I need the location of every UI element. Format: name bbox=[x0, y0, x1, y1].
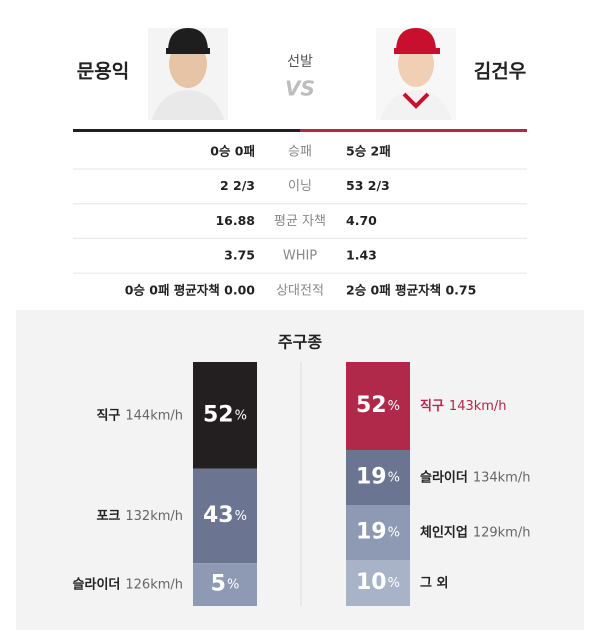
right-photo bbox=[376, 28, 456, 120]
start-label: 선발 bbox=[287, 54, 313, 70]
pitch-label: 그 외 bbox=[420, 575, 448, 591]
left-stat: 0승 0패 평균자책 0.00 bbox=[125, 282, 256, 297]
percent-value: 19 bbox=[356, 520, 387, 545]
percent-value: 5 bbox=[211, 572, 226, 597]
pitch-label: 슬라이더 126km/h bbox=[73, 576, 183, 592]
pitch-name: 슬라이더 bbox=[420, 469, 468, 485]
percent-value: 10 bbox=[356, 570, 387, 595]
left-stat: 0승 0패 bbox=[210, 144, 255, 159]
percent-unit: % bbox=[235, 508, 247, 523]
left-stat: 16.88 bbox=[215, 213, 255, 228]
pitch-bar bbox=[193, 362, 257, 469]
percent-value: 43 bbox=[203, 503, 234, 528]
pitch-label: 체인지업 129km/h bbox=[420, 524, 530, 540]
pitch-speed: 144km/h bbox=[125, 408, 183, 423]
right-pitcher: 김건우 bbox=[474, 61, 526, 83]
pitch-speed: 143km/h bbox=[449, 399, 507, 414]
stat-label: WHIP bbox=[283, 249, 317, 264]
pitch-speed: 134km/h bbox=[473, 470, 531, 485]
pitch-name: 체인지업 bbox=[420, 524, 468, 540]
left-photo bbox=[148, 28, 228, 120]
pitch-percent: 52% bbox=[356, 393, 400, 418]
pitch-bar bbox=[346, 560, 410, 606]
left-pitcher: 문용익 bbox=[77, 61, 129, 83]
percent-value: 19 bbox=[356, 465, 387, 490]
stat-label: 이닝 bbox=[288, 179, 312, 194]
pitch-percent: 43% bbox=[203, 503, 247, 528]
stat-label: 평균 자책 bbox=[274, 214, 326, 229]
left-stat: 3.75 bbox=[224, 248, 255, 263]
stat-label: 상대전적 bbox=[276, 283, 324, 298]
pitch-bar bbox=[193, 468, 257, 564]
percent-unit: % bbox=[388, 576, 400, 591]
right-stat: 4.70 bbox=[346, 213, 377, 228]
stat-label: 승패 bbox=[288, 145, 312, 160]
pitch-bar bbox=[346, 505, 410, 560]
pitch-speed: 132km/h bbox=[125, 508, 183, 523]
pitch-name: 직구 bbox=[420, 398, 444, 414]
pitch-bar bbox=[346, 362, 410, 450]
left-divider bbox=[73, 129, 300, 132]
right-stat: 1.43 bbox=[346, 248, 377, 263]
pitch-percent: 19% bbox=[356, 520, 400, 545]
pitch-label: 직구 143km/h bbox=[420, 398, 507, 414]
pitch-name: 그 외 bbox=[420, 575, 448, 591]
pitch-bar bbox=[193, 563, 257, 606]
percent-value: 52 bbox=[203, 402, 234, 427]
pitch-label: 직구 144km/h bbox=[96, 407, 183, 423]
right-divider bbox=[300, 129, 527, 132]
pitch-name: 포크 bbox=[96, 508, 120, 523]
pitch-panel bbox=[16, 310, 584, 630]
right-stat: 5승 2패 bbox=[346, 144, 391, 159]
percent-unit: % bbox=[388, 470, 400, 485]
pitch-label: 슬라이더 134km/h bbox=[420, 469, 530, 485]
pitch-bar bbox=[346, 450, 410, 505]
pitch-label: 포크 132km/h bbox=[96, 508, 183, 523]
pitch-percent: 52% bbox=[203, 402, 247, 427]
pitch-name: 직구 bbox=[96, 407, 120, 423]
left-stat: 2 2/3 bbox=[220, 178, 255, 193]
pitch-title: 주구종 bbox=[278, 333, 322, 352]
pitch-percent: 19% bbox=[356, 465, 400, 490]
pitch-speed: 129km/h bbox=[473, 525, 531, 540]
right-stat: 53 2/3 bbox=[346, 178, 390, 193]
pitch-percent: 5% bbox=[211, 572, 240, 597]
pitch-speed: 126km/h bbox=[125, 577, 183, 592]
percent-unit: % bbox=[388, 525, 400, 540]
percent-unit: % bbox=[227, 577, 239, 592]
percent-unit: % bbox=[235, 408, 247, 423]
right-stat: 2승 0패 평균자책 0.75 bbox=[346, 282, 476, 297]
pitch-percent: 10% bbox=[356, 570, 400, 595]
percent-unit: % bbox=[388, 399, 400, 414]
pitch-name: 슬라이더 bbox=[73, 576, 121, 592]
vs: VS bbox=[285, 77, 315, 101]
percent-value: 52 bbox=[356, 393, 387, 418]
